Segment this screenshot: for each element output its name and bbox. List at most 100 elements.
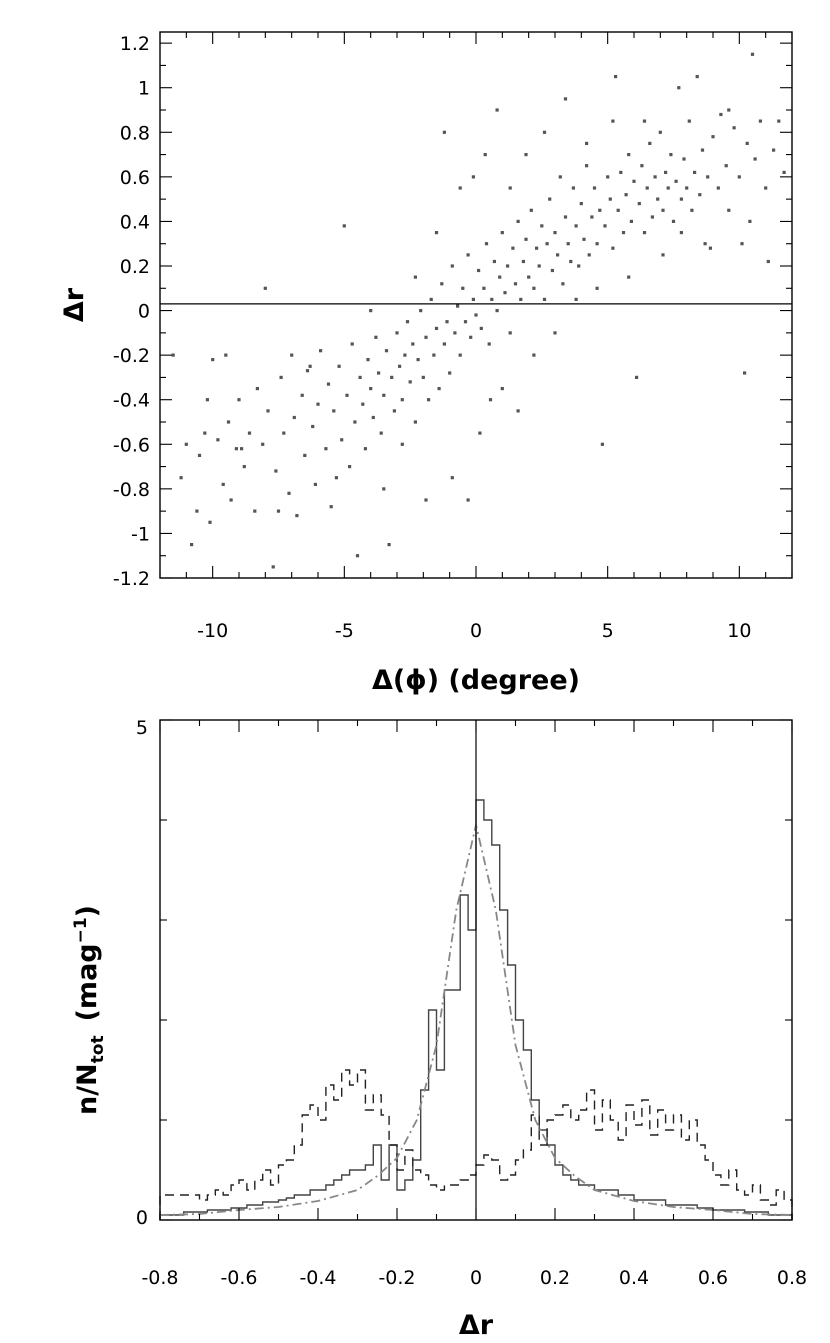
scatter-point xyxy=(661,253,665,257)
scatter-point xyxy=(495,108,499,112)
scatter-point xyxy=(595,286,599,290)
scatter-point xyxy=(292,415,296,420)
scatter-point xyxy=(445,320,449,324)
scatter-point xyxy=(490,297,494,301)
scatter-point xyxy=(716,186,720,190)
scatter-point xyxy=(569,259,573,264)
scatter-point xyxy=(690,208,694,212)
histogram-series xyxy=(159,799,793,1220)
scatter-point xyxy=(585,164,589,168)
scatter-point xyxy=(695,75,699,79)
scatter-point xyxy=(469,335,473,339)
scatter-point xyxy=(319,349,323,353)
scatter-point xyxy=(350,342,354,346)
scatter-point xyxy=(666,186,670,190)
scatter-point xyxy=(390,375,394,379)
scatter-point xyxy=(619,170,623,174)
scatter-point xyxy=(579,202,583,206)
scatter-panel: -1.2-1-0.8-0.6-0.4-0.200.20.40.60.811.2 … xyxy=(59,31,793,696)
x-tick-label: 0.8 xyxy=(777,1267,807,1289)
scatter-point xyxy=(395,331,399,335)
y-tick-label: -0.6 xyxy=(113,434,150,456)
x-tick-label: 0.6 xyxy=(698,1267,728,1289)
scatter-point xyxy=(529,208,533,212)
scatter-point xyxy=(483,153,487,157)
scatter-point xyxy=(184,442,188,446)
scatter-point xyxy=(532,353,536,357)
scatter-point xyxy=(516,219,520,223)
scatter-point xyxy=(479,326,483,330)
scatter-point xyxy=(255,387,259,391)
scatter-point xyxy=(387,543,391,547)
scatter-point xyxy=(737,175,741,179)
y-tick-label: -0.8 xyxy=(113,479,150,501)
scatter-point xyxy=(740,242,744,246)
scatter-point xyxy=(624,193,628,197)
scatter-point xyxy=(608,197,612,201)
scatter-point xyxy=(550,268,554,273)
scatter-point xyxy=(527,275,531,279)
scatter-point xyxy=(224,353,228,357)
scatter-point xyxy=(179,476,183,480)
scatter-point xyxy=(571,186,575,190)
scatter-point xyxy=(419,309,423,313)
scatter-point xyxy=(687,119,691,123)
scatter-point xyxy=(563,97,568,101)
scatter-point xyxy=(253,509,257,513)
scatter-point xyxy=(466,253,470,257)
y-tick-label: 0 xyxy=(136,1207,148,1229)
scatter-point xyxy=(556,253,560,257)
scatter-point xyxy=(503,291,507,295)
scatter-point xyxy=(229,498,233,502)
scatter-point xyxy=(516,409,520,413)
scatter-point xyxy=(211,358,215,362)
scatter-point xyxy=(361,402,365,406)
scatter-point xyxy=(724,164,728,168)
scatter-point xyxy=(782,170,786,174)
scatter-point xyxy=(290,353,294,357)
scatter-point xyxy=(311,424,315,429)
scatter-point xyxy=(477,268,481,273)
y-tick-label: -1 xyxy=(131,523,150,545)
scatter-point xyxy=(693,170,697,174)
scatter-point xyxy=(416,358,420,362)
y-tick-label: 0.6 xyxy=(120,167,150,189)
scatter-point xyxy=(592,186,597,190)
x-tick-label: 10 xyxy=(727,620,751,642)
scatter-point xyxy=(727,108,731,112)
scatter-point xyxy=(632,179,636,183)
scatter-point xyxy=(324,447,328,451)
x-tick-label: 0 xyxy=(470,620,482,642)
scatter-point xyxy=(442,342,446,346)
scatter-point xyxy=(732,126,736,130)
x-tick-label: -5 xyxy=(335,620,354,642)
y-title-subscript: tot xyxy=(88,1035,108,1063)
scatter-point xyxy=(263,286,267,290)
scatter-point xyxy=(524,153,528,157)
x-tick-label: -0.6 xyxy=(220,1267,257,1289)
x-tick-label: 5 xyxy=(602,620,614,642)
scatter-point xyxy=(513,282,518,286)
scatter-point xyxy=(506,264,510,268)
scatter-point xyxy=(413,275,417,279)
scatter-point xyxy=(466,498,470,502)
scatter-point xyxy=(429,297,433,301)
x-tick-label: 0.2 xyxy=(540,1267,570,1289)
y-title-exponent: −1 xyxy=(71,917,91,943)
histogram-y-axis-title: n/Ntot (mag−1) xyxy=(71,905,108,1115)
scatter-point xyxy=(698,193,702,197)
scatter-point xyxy=(190,543,194,547)
scatter-point xyxy=(261,442,265,446)
y-title-close: ) xyxy=(72,905,103,917)
scatter-point xyxy=(411,342,415,346)
scatter-point xyxy=(208,520,212,524)
scatter-point xyxy=(598,208,602,212)
scatter-point xyxy=(326,382,331,386)
scatter-point xyxy=(195,509,199,513)
scatter-point xyxy=(650,215,654,219)
scatter-point xyxy=(461,286,465,290)
x-tick-label: -0.2 xyxy=(378,1267,415,1289)
scatter-point xyxy=(566,242,570,246)
scatter-point xyxy=(640,164,644,168)
histogram-x-tick-labels: -0.8 -0.6 -0.4 -0.2 0 0.2 0.4 0.6 0.8 xyxy=(141,1267,807,1289)
